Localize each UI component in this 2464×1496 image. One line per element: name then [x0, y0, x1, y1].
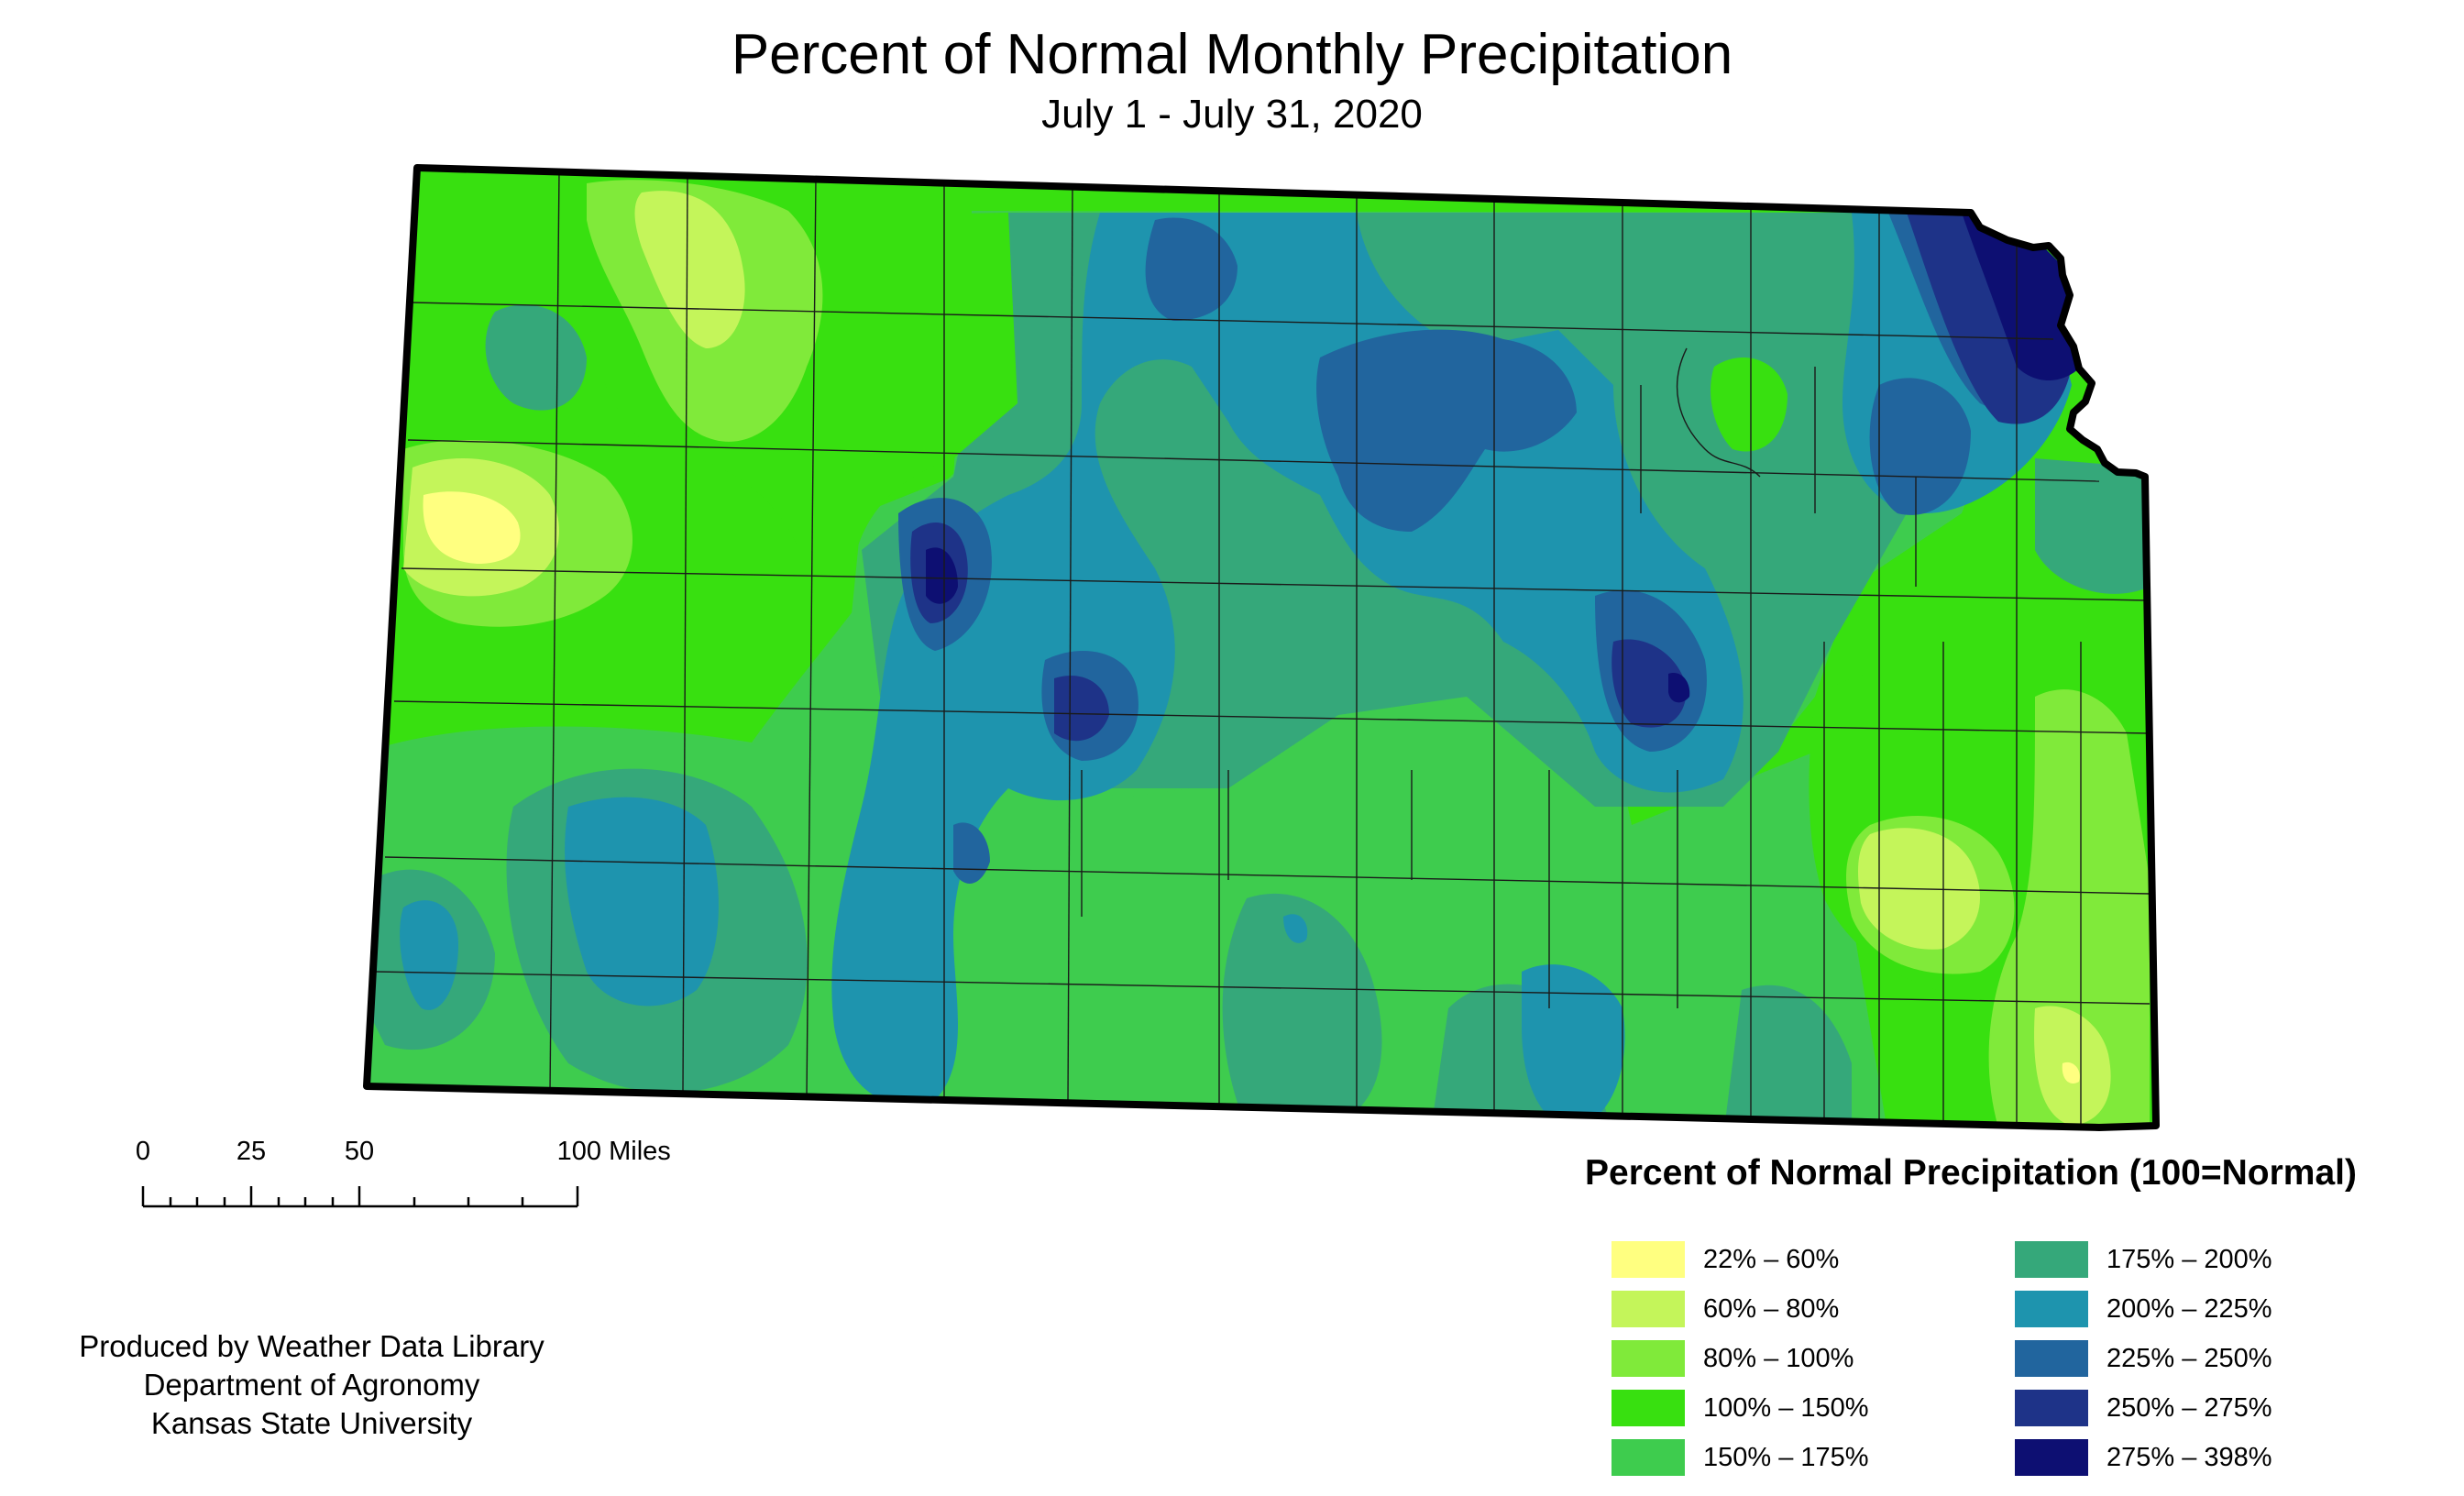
- legend-item: 100% – 150%: [1612, 1390, 1869, 1426]
- legend-swatch: [1612, 1390, 1685, 1426]
- zone-250-275-east-central: [1612, 639, 1687, 728]
- zone-175-200-south-central: [1222, 893, 1382, 1128]
- zone-225-250-north: [1145, 217, 1238, 321]
- kansas-state-outline: [363, 164, 2160, 1131]
- legend-swatch: [2015, 1340, 2088, 1377]
- legend-label: 250% – 275%: [2106, 1392, 2272, 1423]
- zone-22-60-se: [2062, 1062, 2080, 1084]
- zone-200-225-west: [400, 900, 458, 1010]
- zone-80-100-se-edge: [1988, 689, 2150, 1128]
- zone-275-398-east-central: [1668, 673, 1690, 703]
- scale-label-100: 100 Miles: [556, 1137, 671, 1166]
- scale-label-0: 0: [135, 1137, 151, 1166]
- zone-175-200-se-spot: [1723, 984, 1852, 1128]
- kansas-precipitation-map: [363, 164, 2160, 1131]
- legend-label: 80% – 100%: [1703, 1343, 1854, 1373]
- legend-item: 250% – 275%: [2015, 1390, 2272, 1426]
- zone-225-250-ncentral: [1316, 329, 1577, 532]
- legend-swatch: [1612, 1340, 1685, 1377]
- zone-200-225-south: [1522, 964, 1625, 1128]
- zone-200-225-dot: [1283, 914, 1308, 943]
- zone-225-250-ne: [1869, 378, 1971, 515]
- credit-line-1: Produced by Weather Data Library: [79, 1329, 544, 1363]
- legend-item: 22% – 60%: [1612, 1241, 1839, 1278]
- legend-item: 60% – 80%: [1612, 1291, 1839, 1327]
- legend-item: 275% – 398%: [2015, 1439, 2272, 1476]
- legend-swatch: [2015, 1439, 2088, 1476]
- zone-175-200-ne-edge: [2035, 458, 2150, 594]
- legend-swatch: [1612, 1439, 1685, 1476]
- legend-label: 175% – 200%: [2106, 1244, 2272, 1274]
- legend-label: 225% – 250%: [2106, 1343, 2272, 1373]
- legend-label: 100% – 150%: [1703, 1392, 1869, 1423]
- legend-swatch: [2015, 1291, 2088, 1327]
- credit-block: Produced by Weather Data Library Departm…: [37, 1327, 587, 1443]
- legend-swatch: [1612, 1291, 1685, 1327]
- legend-item: 175% – 200%: [2015, 1241, 2272, 1278]
- scale-bar: 0 25 50 100 Miles: [128, 1137, 671, 1219]
- legend-swatch: [2015, 1241, 2088, 1278]
- legend-swatch: [2015, 1390, 2088, 1426]
- legend-item: 80% – 100%: [1612, 1340, 1854, 1377]
- scale-label-50: 50: [344, 1137, 375, 1166]
- zone-225-250-spot: [953, 822, 990, 884]
- legend-title: Percent of Normal Precipitation (100=Nor…: [1585, 1153, 2357, 1193]
- legend-item: 200% – 225%: [2015, 1291, 2272, 1327]
- legend-label: 200% – 225%: [2106, 1293, 2272, 1324]
- legend-swatch: [1612, 1241, 1685, 1278]
- county-boundaries: [375, 170, 2150, 1126]
- scale-label-25: 25: [236, 1137, 267, 1166]
- legend-item: 150% – 175%: [1612, 1439, 1869, 1476]
- zone-175-200-nw-spot: [485, 304, 587, 411]
- zone-22-60-west: [423, 491, 521, 564]
- credit-line-3: Kansas State University: [150, 1406, 473, 1440]
- map-subtitle: July 1 - July 31, 2020: [1041, 92, 1423, 137]
- zone-275-398-west-central: [926, 547, 958, 604]
- legend-label: 275% – 398%: [2106, 1442, 2272, 1472]
- legend-label: 22% – 60%: [1703, 1244, 1840, 1274]
- legend-label: 60% – 80%: [1703, 1293, 1840, 1324]
- scale-bar-ruler: [141, 1186, 579, 1208]
- zone-100-150-ne-spot: [1710, 358, 1788, 452]
- zone-200-225-sw: [565, 797, 719, 1006]
- credit-line-2: Department of Agronomy: [143, 1368, 480, 1402]
- legend-label: 150% – 175%: [1703, 1442, 1869, 1472]
- legend-item: 225% – 250%: [2015, 1340, 2272, 1377]
- zone-250-275-central: [1054, 675, 1109, 742]
- map-title: Percent of Normal Monthly Precipitation: [731, 23, 1733, 86]
- legend: 22% – 60% 60% – 80% 80% – 100% 100% – 150% 1…: [1612, 1241, 2363, 1489]
- precipitation-zones: [367, 168, 2156, 1128]
